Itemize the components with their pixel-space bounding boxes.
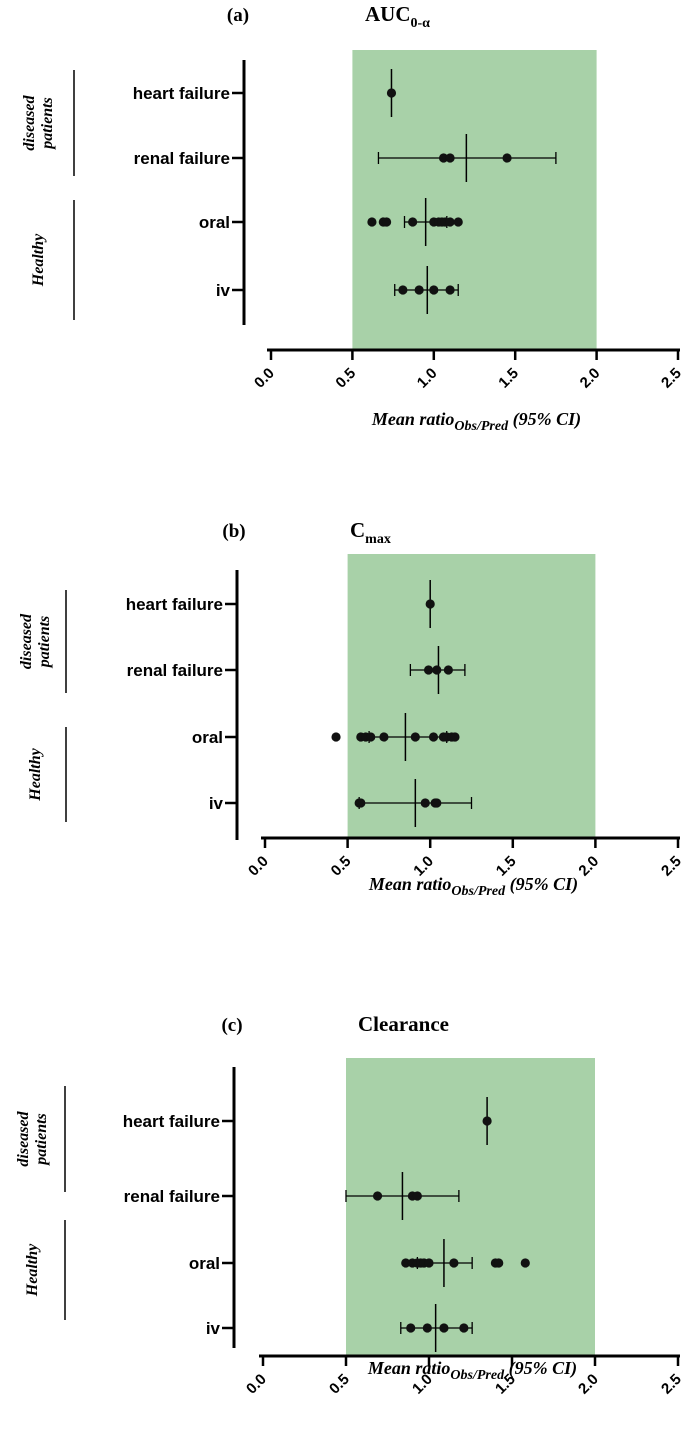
data-point <box>401 1258 411 1268</box>
series-iv <box>394 266 459 314</box>
data-point <box>423 665 434 675</box>
series-oral <box>331 713 460 761</box>
acceptance-band <box>346 1058 595 1356</box>
acceptance-band <box>347 554 596 838</box>
panel-label: (b) <box>222 521 245 542</box>
data-point <box>367 217 377 227</box>
series-heart-failure <box>482 1097 492 1145</box>
category-label: renal failure <box>134 149 230 168</box>
group-label: Healthy <box>27 747 44 801</box>
data-point <box>502 153 512 163</box>
data-point <box>366 732 376 742</box>
data-point <box>425 599 435 609</box>
data-point <box>420 798 430 808</box>
data-point <box>379 732 389 742</box>
panel-a: (a) AUC0-α heart failure renal failure oral i… <box>21 2 685 434</box>
category-label: heart failure <box>133 84 230 103</box>
x-tick-label: 2.0 <box>577 365 604 392</box>
data-point <box>453 217 463 227</box>
x-tick-label: 2.0 <box>575 1371 602 1398</box>
series-iv <box>400 1304 473 1352</box>
data-point <box>482 1116 492 1126</box>
data-point <box>445 285 455 295</box>
category-label: renal failure <box>124 1187 220 1206</box>
x-axis-label: Mean ratioObs/Pred (95% CI) <box>367 1358 577 1383</box>
data-point <box>381 217 392 227</box>
category-label: oral <box>189 1254 220 1273</box>
data-point <box>424 1258 434 1268</box>
panel-c: (c) Clearance heart failure renal failure or… <box>15 1012 685 1398</box>
data-point <box>432 665 442 675</box>
x-tick-label: 0.5 <box>332 365 359 392</box>
data-point <box>445 153 455 163</box>
panel-title: Clearance <box>358 1012 449 1036</box>
group-label: diseasedpatients <box>18 613 53 669</box>
series-renal-failure <box>377 134 557 182</box>
x-tick-label: 0.0 <box>243 1371 270 1398</box>
data-point <box>439 1323 449 1333</box>
group-label: diseasedpatients <box>21 94 56 150</box>
data-point <box>412 1191 422 1201</box>
data-point <box>445 217 455 227</box>
series-heart-failure <box>386 69 397 117</box>
data-point <box>408 217 418 227</box>
data-point <box>450 732 460 742</box>
group-label: Healthy <box>24 1243 41 1297</box>
data-point <box>429 285 439 295</box>
group-label: Healthy <box>30 233 47 287</box>
x-tick-label: 0.0 <box>245 853 272 880</box>
data-point <box>438 153 449 163</box>
group-label: diseasedpatients <box>15 1110 50 1166</box>
data-point <box>432 798 442 808</box>
data-point <box>372 1191 383 1201</box>
x-tick-label: 2.5 <box>658 365 685 392</box>
data-point <box>410 732 420 742</box>
category-label: iv <box>216 281 231 300</box>
series-renal-failure <box>409 646 466 694</box>
category-label: heart failure <box>123 1112 220 1131</box>
panel-label: (a) <box>227 5 249 26</box>
data-point <box>449 1258 459 1268</box>
category-label: heart failure <box>126 595 223 614</box>
data-point <box>494 1258 504 1268</box>
category-label: iv <box>209 794 224 813</box>
data-point <box>386 88 397 98</box>
series-renal-failure <box>345 1172 460 1220</box>
series-heart-failure <box>425 580 435 628</box>
panel-title: AUC0-α <box>365 2 430 31</box>
x-tick-label: 1.5 <box>495 365 522 392</box>
data-point <box>406 1323 416 1333</box>
data-point <box>331 732 341 742</box>
data-point <box>398 285 408 295</box>
x-tick-label: 1.0 <box>414 365 441 392</box>
data-point <box>520 1258 530 1268</box>
series-oral <box>401 1239 530 1287</box>
x-axis-label: Mean ratioObs/Pred (95% CI) <box>368 874 578 899</box>
x-tick-label: 0.5 <box>328 853 355 880</box>
x-tick-label: 0.5 <box>326 1371 353 1398</box>
x-tick-label: 2.5 <box>658 853 685 880</box>
panel-label: (c) <box>221 1015 242 1036</box>
category-label: renal failure <box>127 661 223 680</box>
series-oral <box>367 198 463 246</box>
category-label: oral <box>192 728 223 747</box>
acceptance-band <box>352 50 597 350</box>
data-point <box>428 732 439 742</box>
series-iv <box>354 779 473 827</box>
x-tick-label: 2.0 <box>575 853 602 880</box>
data-point <box>422 1323 432 1333</box>
category-label: iv <box>206 1319 221 1338</box>
x-tick-label: 0.0 <box>251 365 278 392</box>
x-axis-label: Mean ratioObs/Pred (95% CI) <box>371 409 581 434</box>
category-label: oral <box>199 213 230 232</box>
panel-b: (b) Cmax heart failure renal failure oral iv d… <box>18 518 685 899</box>
data-point <box>459 1323 469 1333</box>
data-point <box>414 285 424 295</box>
x-tick-label: 2.5 <box>658 1371 685 1398</box>
data-point <box>356 798 366 808</box>
data-point <box>443 665 453 675</box>
panel-title: Cmax <box>350 518 391 547</box>
